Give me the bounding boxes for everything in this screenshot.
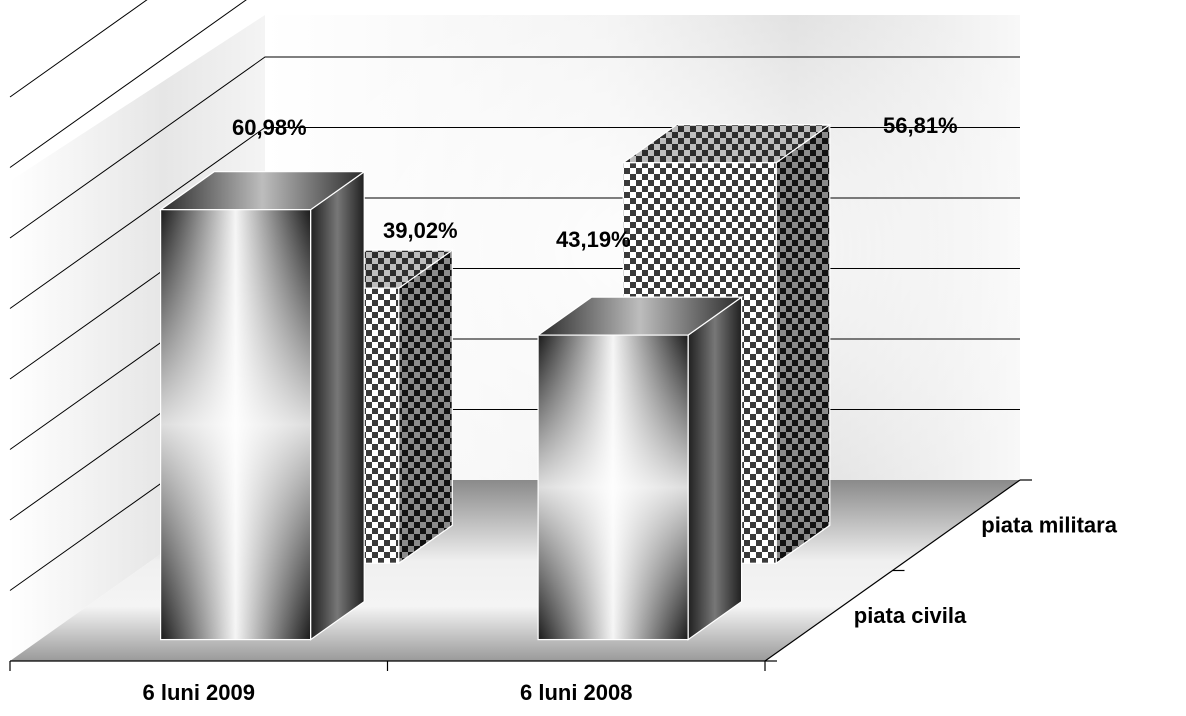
data-label: 60,98%: [232, 115, 307, 140]
bar-front-1: [536, 295, 744, 641]
data-label: 39,02%: [383, 218, 458, 243]
bar-front-0: [158, 170, 367, 641]
bar-group: [158, 123, 832, 641]
axes: 6 luni 2009 6 luni 2008 piata civila piata …: [9, 479, 1118, 705]
gridline: [9, 56, 1020, 239]
data-labels: 39,02% 56,81% 60,98% 43,19%: [232, 113, 958, 252]
data-label: 56,81%: [883, 113, 958, 138]
gridline: [9, 0, 148, 98]
series-label: piata civila: [854, 603, 967, 628]
x-tick-label: 6 luni 2008: [520, 680, 633, 705]
data-label: 43,19%: [556, 227, 631, 252]
gridline: [9, 0, 247, 168]
x-tick-label: 6 luni 2009: [142, 680, 255, 705]
series-label: piata militara: [981, 512, 1117, 537]
